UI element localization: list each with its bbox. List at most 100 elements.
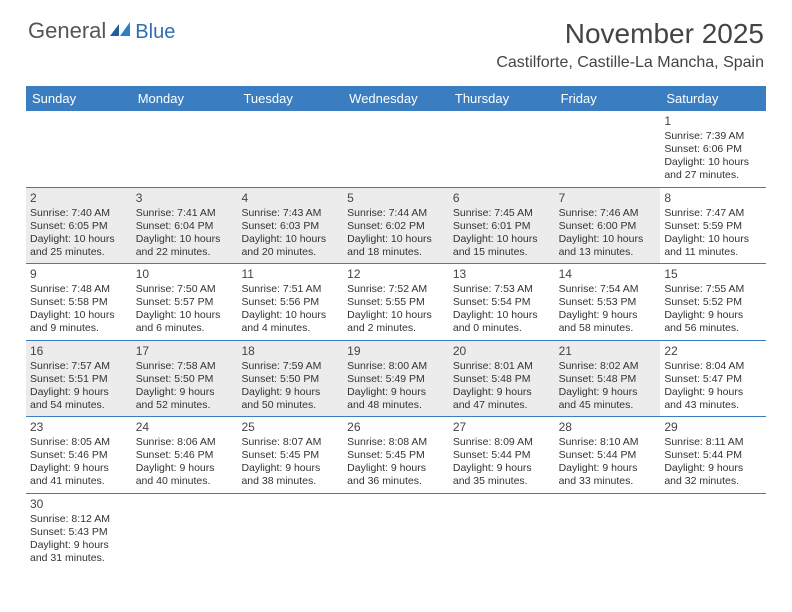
sunset-text: Sunset: 6:00 PM <box>559 220 657 233</box>
sunset-text: Sunset: 5:58 PM <box>30 296 128 309</box>
day2-text: and 35 minutes. <box>453 475 551 488</box>
day1-text: Daylight: 10 hours <box>241 233 339 246</box>
logo-text-general: General <box>28 18 106 44</box>
day2-text: and 2 minutes. <box>347 322 445 335</box>
day-number: 17 <box>136 344 234 359</box>
sunset-text: Sunset: 6:06 PM <box>664 143 762 156</box>
sunrise-text: Sunrise: 7:46 AM <box>559 207 657 220</box>
sunrise-text: Sunrise: 8:02 AM <box>559 360 657 373</box>
sunset-text: Sunset: 5:55 PM <box>347 296 445 309</box>
day1-text: Daylight: 10 hours <box>241 309 339 322</box>
sunset-text: Sunset: 6:01 PM <box>453 220 551 233</box>
day2-text: and 9 minutes. <box>30 322 128 335</box>
day1-text: Daylight: 10 hours <box>453 309 551 322</box>
day-header: Sunday <box>26 86 132 111</box>
sunset-text: Sunset: 5:44 PM <box>559 449 657 462</box>
day1-text: Daylight: 9 hours <box>241 462 339 475</box>
day1-text: Daylight: 10 hours <box>559 233 657 246</box>
sunset-text: Sunset: 6:04 PM <box>136 220 234 233</box>
weeks-container: 1Sunrise: 7:39 AMSunset: 6:06 PMDaylight… <box>26 111 766 569</box>
sunrise-text: Sunrise: 7:54 AM <box>559 283 657 296</box>
empty-cell <box>555 111 661 187</box>
logo-text-blue: Blue <box>135 21 175 44</box>
week-row: 1Sunrise: 7:39 AMSunset: 6:06 PMDaylight… <box>26 111 766 188</box>
day-cell: 30Sunrise: 8:12 AMSunset: 5:43 PMDayligh… <box>26 494 132 570</box>
day1-text: Daylight: 9 hours <box>30 386 128 399</box>
day-number: 22 <box>664 344 762 359</box>
day-number: 8 <box>664 191 762 206</box>
sunset-text: Sunset: 5:53 PM <box>559 296 657 309</box>
day2-text: and 36 minutes. <box>347 475 445 488</box>
day1-text: Daylight: 9 hours <box>664 309 762 322</box>
week-row: 23Sunrise: 8:05 AMSunset: 5:46 PMDayligh… <box>26 417 766 494</box>
sunset-text: Sunset: 5:47 PM <box>664 373 762 386</box>
day2-text: and 32 minutes. <box>664 475 762 488</box>
day-number: 12 <box>347 267 445 282</box>
sunset-text: Sunset: 5:44 PM <box>664 449 762 462</box>
sunrise-text: Sunrise: 8:07 AM <box>241 436 339 449</box>
day-cell: 7Sunrise: 7:46 AMSunset: 6:00 PMDaylight… <box>555 188 661 264</box>
empty-cell <box>343 494 449 570</box>
sunrise-text: Sunrise: 7:45 AM <box>453 207 551 220</box>
day2-text: and 41 minutes. <box>30 475 128 488</box>
day-cell: 14Sunrise: 7:54 AMSunset: 5:53 PMDayligh… <box>555 264 661 340</box>
day1-text: Daylight: 9 hours <box>30 539 128 552</box>
empty-cell <box>132 494 238 570</box>
day1-text: Daylight: 10 hours <box>347 309 445 322</box>
sunset-text: Sunset: 5:54 PM <box>453 296 551 309</box>
empty-cell <box>449 111 555 187</box>
sunset-text: Sunset: 5:46 PM <box>30 449 128 462</box>
sunrise-text: Sunrise: 7:50 AM <box>136 283 234 296</box>
day-cell: 11Sunrise: 7:51 AMSunset: 5:56 PMDayligh… <box>237 264 343 340</box>
sunset-text: Sunset: 5:52 PM <box>664 296 762 309</box>
day-cell: 21Sunrise: 8:02 AMSunset: 5:48 PMDayligh… <box>555 341 661 417</box>
day2-text: and 31 minutes. <box>30 552 128 565</box>
empty-cell <box>237 111 343 187</box>
day1-text: Daylight: 9 hours <box>559 462 657 475</box>
day-header: Monday <box>132 86 238 111</box>
empty-cell <box>26 111 132 187</box>
day-number: 26 <box>347 420 445 435</box>
sunset-text: Sunset: 5:45 PM <box>347 449 445 462</box>
sunrise-text: Sunrise: 7:41 AM <box>136 207 234 220</box>
day1-text: Daylight: 9 hours <box>136 462 234 475</box>
day-number: 6 <box>453 191 551 206</box>
day-number: 14 <box>559 267 657 282</box>
sunrise-text: Sunrise: 7:57 AM <box>30 360 128 373</box>
day-cell: 20Sunrise: 8:01 AMSunset: 5:48 PMDayligh… <box>449 341 555 417</box>
day1-text: Daylight: 9 hours <box>241 386 339 399</box>
day-cell: 4Sunrise: 7:43 AMSunset: 6:03 PMDaylight… <box>237 188 343 264</box>
day2-text: and 38 minutes. <box>241 475 339 488</box>
sunset-text: Sunset: 5:50 PM <box>241 373 339 386</box>
day1-text: Daylight: 10 hours <box>30 233 128 246</box>
day1-text: Daylight: 9 hours <box>347 386 445 399</box>
day2-text: and 11 minutes. <box>664 246 762 259</box>
day-number: 21 <box>559 344 657 359</box>
week-row: 2Sunrise: 7:40 AMSunset: 6:05 PMDaylight… <box>26 188 766 265</box>
day-number: 18 <box>241 344 339 359</box>
day1-text: Daylight: 9 hours <box>30 462 128 475</box>
day-cell: 8Sunrise: 7:47 AMSunset: 5:59 PMDaylight… <box>660 188 766 264</box>
day2-text: and 56 minutes. <box>664 322 762 335</box>
day-cell: 3Sunrise: 7:41 AMSunset: 6:04 PMDaylight… <box>132 188 238 264</box>
page-title: November 2025 <box>496 18 764 50</box>
sunrise-text: Sunrise: 8:01 AM <box>453 360 551 373</box>
day1-text: Daylight: 10 hours <box>347 233 445 246</box>
day1-text: Daylight: 9 hours <box>453 386 551 399</box>
day1-text: Daylight: 10 hours <box>30 309 128 322</box>
empty-cell <box>237 494 343 570</box>
day-cell: 17Sunrise: 7:58 AMSunset: 5:50 PMDayligh… <box>132 341 238 417</box>
header: General Blue November 2025 Castilforte, … <box>0 0 792 80</box>
location-subtitle: Castilforte, Castille-La Mancha, Spain <box>496 54 764 72</box>
day2-text: and 54 minutes. <box>30 399 128 412</box>
day2-text: and 4 minutes. <box>241 322 339 335</box>
day-cell: 16Sunrise: 7:57 AMSunset: 5:51 PMDayligh… <box>26 341 132 417</box>
day-number: 20 <box>453 344 551 359</box>
sunset-text: Sunset: 5:59 PM <box>664 220 762 233</box>
day-cell: 6Sunrise: 7:45 AMSunset: 6:01 PMDaylight… <box>449 188 555 264</box>
sunrise-text: Sunrise: 8:10 AM <box>559 436 657 449</box>
day-header-row: Sunday Monday Tuesday Wednesday Thursday… <box>26 86 766 111</box>
sunrise-text: Sunrise: 8:00 AM <box>347 360 445 373</box>
sunset-text: Sunset: 6:02 PM <box>347 220 445 233</box>
sunrise-text: Sunrise: 7:52 AM <box>347 283 445 296</box>
